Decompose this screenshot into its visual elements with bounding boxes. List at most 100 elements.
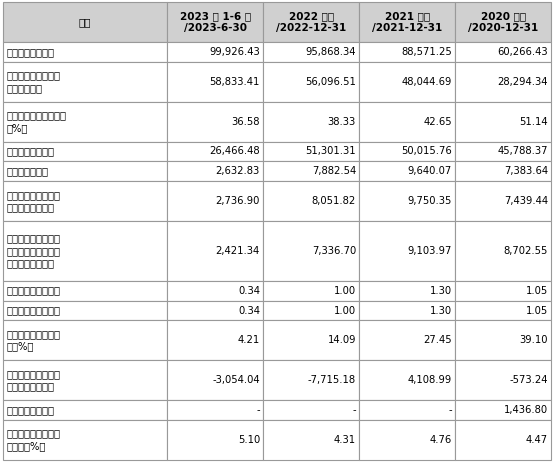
Bar (3, 301, 167, 321)
Text: 1.05: 1.05 (526, 286, 548, 296)
Text: 7,439.44: 7,439.44 (504, 196, 548, 206)
Bar (455, 181, 551, 221)
Bar (167, 400, 263, 420)
Bar (360, 181, 455, 221)
Text: 4.47: 4.47 (526, 435, 548, 445)
Bar (360, 141, 455, 161)
Bar (360, 62, 455, 102)
Bar (3, 321, 167, 360)
Bar (455, 321, 551, 360)
Bar (455, 301, 551, 321)
Bar (263, 400, 360, 420)
Text: -: - (448, 405, 452, 415)
Text: 1.30: 1.30 (430, 286, 452, 296)
Bar (167, 161, 263, 181)
Text: 2022 年度
/2022-12-31: 2022 年度 /2022-12-31 (276, 11, 346, 33)
Bar (455, 62, 551, 102)
Bar (3, 281, 167, 301)
Bar (263, 420, 360, 460)
Bar (263, 360, 360, 400)
Bar (360, 161, 455, 181)
Bar (263, 181, 360, 221)
Bar (360, 281, 455, 301)
Bar (3, 2, 167, 42)
Text: 扣除非经常性损益后
归属于母公司所有者
的净利润（万元）: 扣除非经常性损益后 归属于母公司所有者 的净利润（万元） (6, 233, 60, 268)
Text: 1,436.80: 1,436.80 (504, 405, 548, 415)
Text: 2021 年度
/2021-12-31: 2021 年度 /2021-12-31 (372, 11, 443, 33)
Bar (263, 42, 360, 62)
Bar (455, 420, 551, 460)
Bar (167, 141, 263, 161)
Text: 58,833.41: 58,833.41 (209, 77, 260, 87)
Text: 稀释每股收益（元）: 稀释每股收益（元） (6, 305, 60, 316)
Bar (455, 141, 551, 161)
Bar (263, 301, 360, 321)
Text: 39.10: 39.10 (520, 335, 548, 346)
Text: 8,051.82: 8,051.82 (312, 196, 356, 206)
Bar (167, 301, 263, 321)
Bar (263, 141, 360, 161)
Bar (167, 221, 263, 281)
Text: 51.14: 51.14 (519, 116, 548, 127)
Text: 基本每股收益（元）: 基本每股收益（元） (6, 286, 60, 296)
Text: 42.65: 42.65 (423, 116, 452, 127)
Text: 1.30: 1.30 (430, 305, 452, 316)
Bar (3, 161, 167, 181)
Bar (360, 420, 455, 460)
Text: -573.24: -573.24 (510, 375, 548, 385)
Bar (167, 42, 263, 62)
Bar (263, 321, 360, 360)
Bar (263, 102, 360, 141)
Bar (360, 2, 455, 42)
Text: 8,702.55: 8,702.55 (504, 246, 548, 256)
Text: -7,715.18: -7,715.18 (308, 375, 356, 385)
Text: 36.58: 36.58 (232, 116, 260, 127)
Text: -3,054.04: -3,054.04 (212, 375, 260, 385)
Text: 0.34: 0.34 (238, 286, 260, 296)
Text: 经营活动产生的现金
流量净额（万元）: 经营活动产生的现金 流量净额（万元） (6, 369, 60, 391)
Bar (360, 301, 455, 321)
Text: 5.10: 5.10 (238, 435, 260, 445)
Text: 4.76: 4.76 (430, 435, 452, 445)
Bar (455, 161, 551, 181)
Text: 7,383.64: 7,383.64 (504, 166, 548, 176)
Text: 50,015.76: 50,015.76 (401, 146, 452, 157)
Bar (263, 221, 360, 281)
Text: 27.45: 27.45 (423, 335, 452, 346)
Text: 项目: 项目 (79, 17, 91, 27)
Text: 4,108.99: 4,108.99 (408, 375, 452, 385)
Bar (3, 62, 167, 102)
Bar (167, 281, 263, 301)
Text: 88,571.25: 88,571.25 (401, 47, 452, 57)
Bar (167, 62, 263, 102)
Bar (167, 321, 263, 360)
Text: 2,421.34: 2,421.34 (216, 246, 260, 256)
Text: 60,266.43: 60,266.43 (497, 47, 548, 57)
Text: 现金分红（万元）: 现金分红（万元） (6, 405, 54, 415)
Bar (263, 281, 360, 301)
Bar (360, 360, 455, 400)
Bar (360, 102, 455, 141)
Bar (167, 2, 263, 42)
Bar (455, 360, 551, 400)
Bar (3, 360, 167, 400)
Bar (3, 42, 167, 62)
Bar (455, 400, 551, 420)
Text: 1.05: 1.05 (526, 305, 548, 316)
Bar (167, 360, 263, 400)
Bar (3, 400, 167, 420)
Text: 4.31: 4.31 (334, 435, 356, 445)
Bar (3, 221, 167, 281)
Text: 加权平均净资产收益
率（%）: 加权平均净资产收益 率（%） (6, 329, 60, 352)
Text: 研发投入占营业收入
的比例（%）: 研发投入占营业收入 的比例（%） (6, 429, 60, 451)
Bar (455, 42, 551, 62)
Bar (455, 102, 551, 141)
Text: 9,103.97: 9,103.97 (408, 246, 452, 256)
Text: 2,632.83: 2,632.83 (216, 166, 260, 176)
Text: 51,301.31: 51,301.31 (305, 146, 356, 157)
Text: 2020 年度
/2020-12-31: 2020 年度 /2020-12-31 (468, 11, 538, 33)
Text: 38.33: 38.33 (328, 116, 356, 127)
Text: -: - (352, 405, 356, 415)
Bar (3, 102, 167, 141)
Bar (3, 420, 167, 460)
